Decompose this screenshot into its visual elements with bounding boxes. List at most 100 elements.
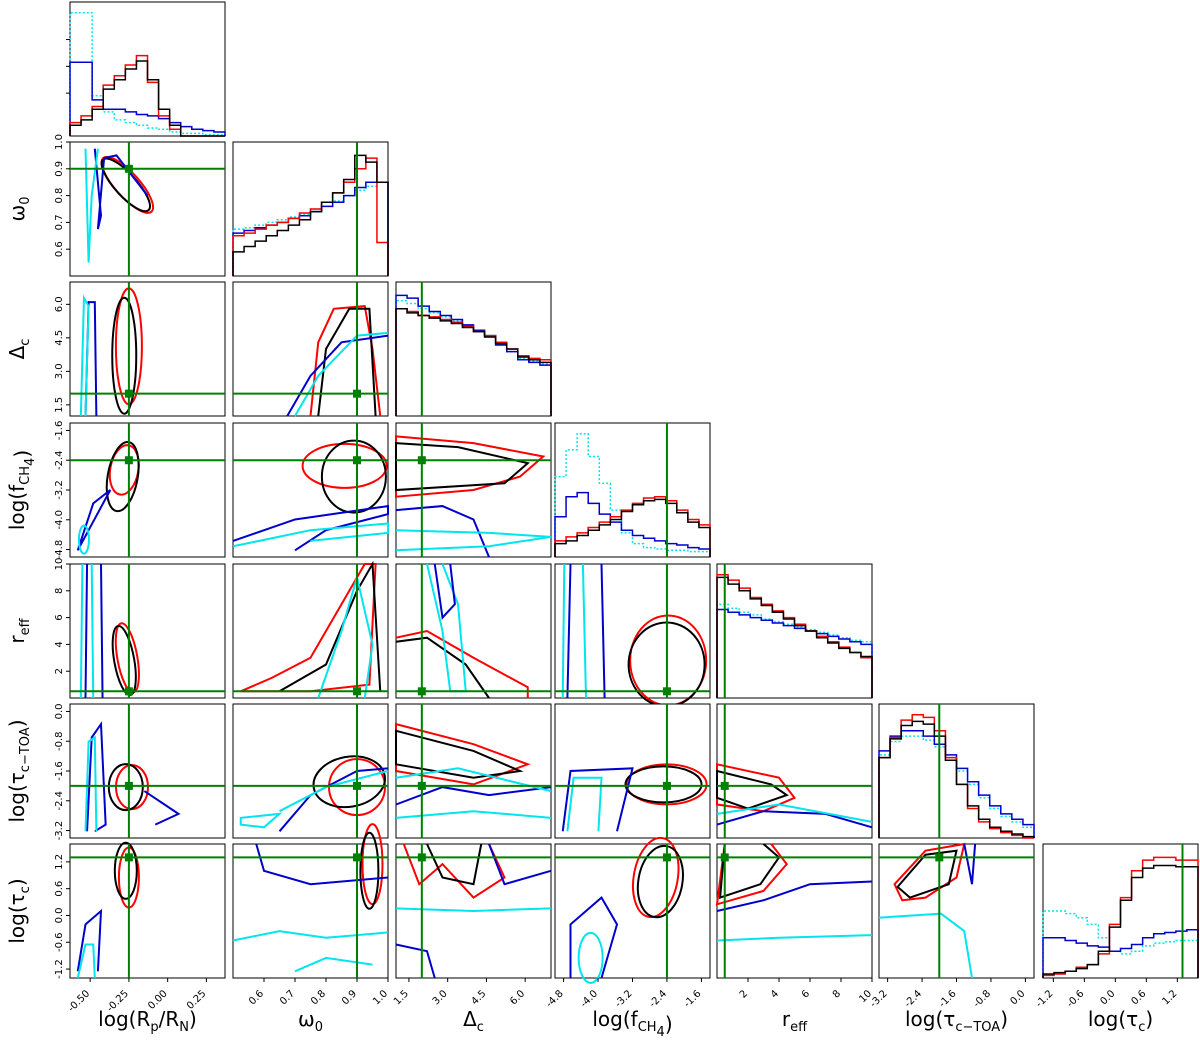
xtick-4-1: 4 xyxy=(769,988,781,1000)
truth-marker-0-2 xyxy=(124,389,133,398)
xtick-2-2: 4.5 xyxy=(470,988,489,1007)
xtick-6-2: 0.0 xyxy=(1098,988,1117,1007)
panel-0-2: 1.5 3.0 4.5 6.0 xyxy=(54,281,226,417)
xtick-5-4: 0.0 xyxy=(1008,988,1027,1007)
panel-3-6: -4.8 -4.0 -3.2 -2.4 -1.6 xyxy=(544,836,711,1010)
ytick-4-4: 10 xyxy=(54,558,65,571)
ytick-2-3: 6.0 xyxy=(54,296,65,312)
xtick-2-0: 1.5 xyxy=(392,988,411,1007)
panel-2-2 xyxy=(395,281,552,417)
truth-marker-3-5 xyxy=(662,781,671,790)
ytick-2-0: 1.5 xyxy=(54,397,65,413)
truth-marker-0-4 xyxy=(124,687,133,696)
hist-black-5 xyxy=(878,720,1035,838)
panel-5-6: -3.2 -2.4 -1.6 -0.8 0.0 xyxy=(868,842,1035,1010)
xtick-0-0: -0.50 xyxy=(66,988,92,1014)
x-axis-labels: log(Rp/RN) ω0 Δc log(fCH4) reff log(τc−TOA) lo… xyxy=(98,1007,1153,1040)
xtick-6-0: -1.2 xyxy=(1034,988,1056,1010)
ytick-6-0: -1.2 xyxy=(54,959,65,979)
xlabel-1: ω0 xyxy=(298,1007,323,1035)
ytick-1-2: 0.8 xyxy=(54,188,65,204)
ytick-1-1: 0.7 xyxy=(54,214,65,230)
hist-cyan-6 xyxy=(1042,910,1199,978)
panel-0-5: -3.2 -2.4 -1.6 -0.8 0.0 xyxy=(54,703,226,840)
ytick-2-1: 3.0 xyxy=(54,363,65,379)
y-axis-labels: ω0 Δc log(fCH4) reff log(τc−TOA) log(τc) xyxy=(5,196,38,943)
xtick-6-1: -0.6 xyxy=(1065,988,1087,1010)
xtick-1-2: 0.8 xyxy=(309,988,328,1007)
truth-marker-2-4 xyxy=(417,687,426,696)
ytick-6-3: 0.6 xyxy=(54,881,65,897)
panel-2-5 xyxy=(395,703,552,839)
xtick-6-4: 1.2 xyxy=(1160,988,1179,1007)
panel-1-1 xyxy=(232,141,389,277)
xtick-3-0: -4.8 xyxy=(544,988,566,1010)
panels: 0.60.70.80.91.01.53.04.56.0-4.8-4.0-3.2-… xyxy=(54,1,1199,1014)
hist-blue-6 xyxy=(1042,929,1199,978)
ylabel-1: ω0 xyxy=(5,196,33,221)
ylabel-4: reff xyxy=(5,617,33,643)
xtick-2-3: 6.0 xyxy=(508,988,527,1007)
ytick-4-3: 8 xyxy=(54,588,65,594)
truth-marker-5-6 xyxy=(935,853,944,862)
ylabel-2: Δc xyxy=(5,339,33,360)
ytick-6-1: -0.6 xyxy=(54,933,65,953)
hist-black-4 xyxy=(716,576,873,698)
ytick-6-4: 1.2 xyxy=(54,854,65,870)
ytick-3-0: -4.8 xyxy=(54,540,65,560)
ytick-3-3: -2.4 xyxy=(54,450,65,470)
truth-marker-0-6 xyxy=(124,853,133,862)
truth-marker-2-3 xyxy=(417,456,426,465)
truth-marker-3-4 xyxy=(662,687,671,696)
panel-3-4 xyxy=(554,563,711,708)
ytick-1-0: 0.6 xyxy=(54,241,65,257)
hist-blue-0 xyxy=(69,61,226,136)
ytick-4-1: 4 xyxy=(54,641,65,647)
truth-marker-1-4 xyxy=(353,687,361,696)
ytick-5-3: -0.8 xyxy=(54,731,65,751)
ytick-1-3: 0.9 xyxy=(54,161,65,177)
xtick-4-3: 8 xyxy=(831,988,843,1000)
ytick-5-4: 0.0 xyxy=(54,703,65,719)
hist-blue-4 xyxy=(716,608,873,698)
xtick-1-4: 1.0 xyxy=(371,988,390,1007)
panel-2-3 xyxy=(395,422,552,558)
panel-1-2 xyxy=(232,281,389,417)
hist-cyan-0 xyxy=(69,11,226,136)
xtick-2-1: 3.0 xyxy=(431,988,450,1007)
hist-black-2 xyxy=(395,308,552,416)
hist-black-6 xyxy=(1042,864,1199,978)
ytick-4-2: 6 xyxy=(54,614,65,620)
panel-3-5 xyxy=(554,703,711,839)
panel-2-6: 1.5 3.0 4.5 6.0 xyxy=(392,843,552,1007)
panel-0-0 xyxy=(66,1,226,137)
xtick-6-3: 0.6 xyxy=(1129,988,1148,1007)
truth-marker-4-6 xyxy=(720,853,729,862)
panel-6-6: -1.2 -0.6 0.0 0.6 1.2 xyxy=(1034,843,1199,1010)
truth-marker-0-3 xyxy=(124,456,133,465)
truth-marker-1-6 xyxy=(353,853,361,862)
xtick-1-1: 0.7 xyxy=(278,988,297,1007)
hist-cyan-3 xyxy=(554,432,711,557)
panel-1-5 xyxy=(232,703,389,839)
ytick-3-1: -4.0 xyxy=(54,510,65,530)
ytick-5-1: -2.4 xyxy=(54,791,65,811)
ytick-3-4: -1.6 xyxy=(54,421,65,441)
ytick-6-2: 0.0 xyxy=(54,908,65,924)
hist-black-3 xyxy=(554,498,711,557)
ytick-3-2: -3.2 xyxy=(54,480,65,500)
truth-marker-1-5 xyxy=(353,781,361,790)
xlabel-5: log(τc−TOA) xyxy=(905,1007,1008,1035)
hist-black-1 xyxy=(232,154,389,276)
panel-0-4: 2 4 6 8 10 xyxy=(54,558,226,699)
truth-marker-1-3 xyxy=(353,456,361,465)
panel-5-5 xyxy=(878,703,1035,839)
xlabel-4: reff xyxy=(782,1007,808,1035)
xtick-3-3: -2.4 xyxy=(647,988,669,1010)
xtick-5-3: -0.8 xyxy=(971,988,993,1010)
panel-1-6: 0.6 0.7 0.8 0.9 1.0 xyxy=(232,823,390,1007)
hist-blue-3 xyxy=(554,491,711,557)
panel-0-6: -1.2-0.60.00.61.2-0.50 -0.25 0.00 0.25 xyxy=(54,841,226,1014)
ylabel-6: log(τc) xyxy=(5,878,33,943)
ylabel-5: log(τc−TOA) xyxy=(5,719,33,822)
